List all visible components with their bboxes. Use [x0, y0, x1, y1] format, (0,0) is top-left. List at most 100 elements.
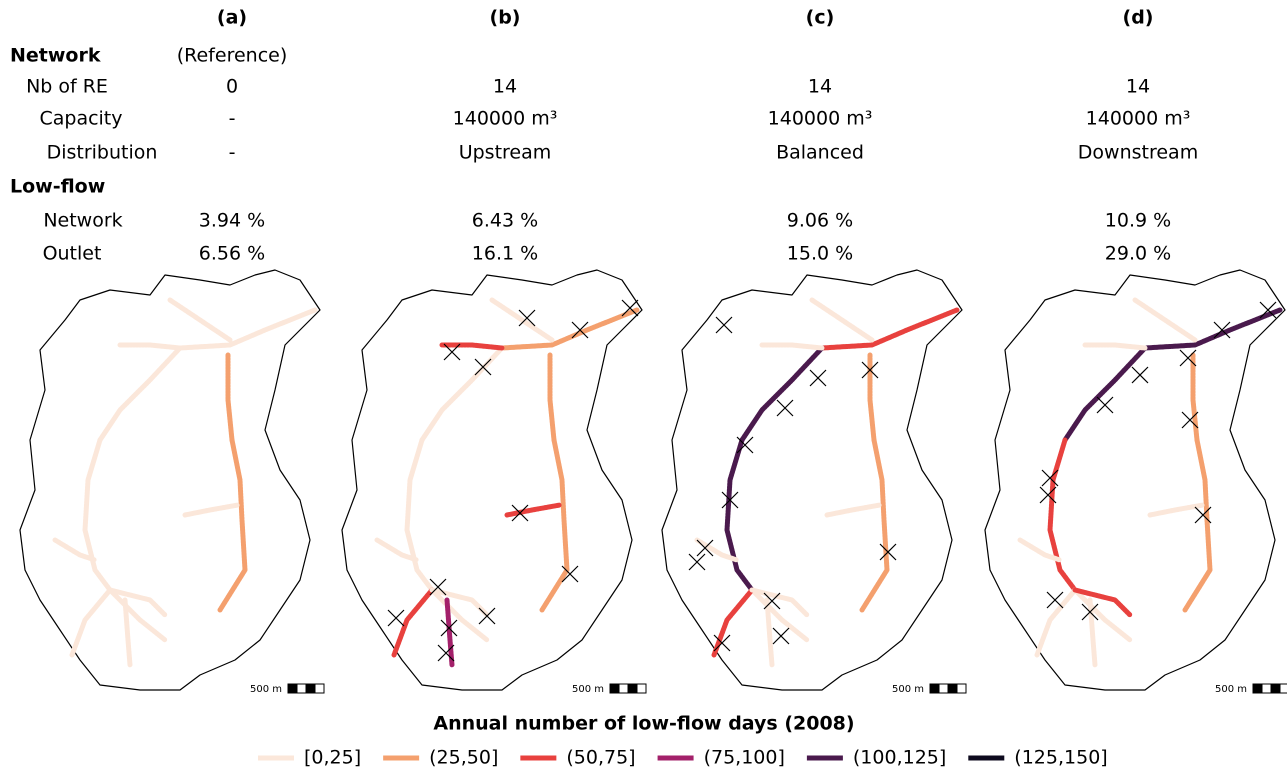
reservoir-cross	[1259, 301, 1277, 319]
reservoir-cross	[511, 504, 529, 522]
river-segment	[749, 587, 810, 643]
scale-block	[1252, 683, 1263, 694]
scale-block	[1279, 683, 1287, 694]
cell: 6.56 %	[199, 243, 265, 265]
legend-label: [0,25]	[304, 747, 361, 769]
river-segment	[177, 307, 318, 351]
river-segment	[1142, 307, 1283, 351]
river-segment	[1034, 587, 1078, 658]
legend-label: (50,75]	[566, 747, 635, 769]
river-segment	[489, 297, 555, 343]
scale-block	[609, 683, 620, 694]
reservoir-cross	[688, 553, 706, 571]
network-heading: Network	[10, 45, 101, 67]
cell: 0	[226, 76, 238, 98]
river-segment	[217, 437, 248, 613]
river-segment	[1190, 352, 1200, 443]
river-segment	[374, 537, 420, 563]
river-segment	[167, 297, 233, 343]
cell: 14	[493, 76, 517, 98]
reservoir-cross	[1179, 349, 1197, 367]
river-segment	[107, 587, 168, 643]
reservoir-cross	[478, 607, 496, 625]
map-panel: 500 m	[341, 269, 647, 695]
reservoir-cross	[1194, 506, 1212, 524]
reservoir-cross	[518, 309, 536, 327]
cell: 14	[808, 76, 832, 98]
map-panel: 500 m	[984, 269, 1287, 695]
row-label: Network	[43, 210, 122, 232]
reservoir-cross	[1081, 603, 1099, 621]
legend-label: (25,50]	[429, 747, 498, 769]
cell: 16.1 %	[472, 243, 538, 265]
river-segment	[499, 307, 640, 351]
reservoir-cross	[561, 565, 579, 583]
river-segment	[419, 345, 505, 443]
cell: 6.43 %	[472, 210, 538, 232]
map-panel: 500 m	[19, 269, 325, 695]
cell: 14	[1126, 76, 1150, 98]
row-label: Outlet	[43, 243, 102, 265]
cell: 9.06 %	[787, 210, 853, 232]
river-segment	[225, 352, 235, 443]
river-segment	[504, 502, 563, 518]
reservoir-cross	[1096, 396, 1114, 414]
reservoir-cross	[1046, 591, 1064, 609]
scale-block	[938, 683, 949, 694]
river-segment	[429, 587, 490, 618]
scale-label: 500 m	[1215, 684, 1247, 695]
river-segment	[182, 502, 241, 518]
reservoir-cross	[1213, 321, 1231, 339]
river-segment	[1017, 537, 1063, 563]
reservoir-cross	[776, 399, 794, 417]
river-segment	[391, 587, 435, 658]
reservoir-cross	[1181, 411, 1199, 429]
lowflow-heading: Low-flow	[10, 176, 105, 198]
reservoir-cross	[621, 299, 639, 317]
reservoir-cross	[387, 609, 405, 627]
cell: 29.0 %	[1105, 243, 1171, 265]
scale-block	[1270, 683, 1281, 694]
legend-title: Annual number of low-flow days (2008)	[433, 713, 854, 735]
river-segment	[117, 342, 183, 351]
cell: 10.9 %	[1105, 210, 1171, 232]
river-segment	[439, 342, 505, 351]
basin-outline	[984, 269, 1286, 691]
reservoir-cross	[429, 578, 447, 596]
scale-block	[956, 683, 967, 694]
panel-label: (d)	[1123, 7, 1154, 29]
basin-outline	[341, 269, 643, 691]
river-segment	[1072, 587, 1133, 618]
scale-block	[636, 683, 647, 694]
panel-label: (a)	[217, 7, 247, 29]
scale-label: 500 m	[250, 684, 282, 695]
river-segment	[547, 352, 557, 443]
river-segment	[404, 437, 435, 593]
river-segment	[1132, 297, 1198, 343]
river-segment	[759, 342, 825, 351]
reservoir-cross	[715, 316, 733, 334]
river-segment	[1072, 587, 1133, 643]
scale-block	[627, 683, 638, 694]
cell: 15.0 %	[787, 243, 853, 265]
river-segment	[749, 587, 810, 618]
scale-block	[929, 683, 940, 694]
cell: Upstream	[459, 142, 552, 164]
reservoir-cross	[721, 491, 739, 509]
cell: Balanced	[776, 142, 864, 164]
reservoir-cross	[1131, 366, 1149, 384]
reference-label: (Reference)	[177, 45, 288, 67]
river-segment	[739, 345, 825, 443]
river-segment	[444, 597, 455, 668]
river-segment	[1062, 345, 1148, 443]
reservoir-cross	[474, 358, 492, 376]
river-segment	[539, 437, 570, 613]
river-segment	[107, 587, 168, 618]
reservoir-cross	[736, 436, 754, 454]
cell: -	[229, 108, 236, 130]
reservoir-cross	[713, 634, 731, 652]
river-segment	[1082, 342, 1148, 351]
river-segment	[819, 307, 960, 351]
row-label: Distribution	[47, 142, 158, 164]
